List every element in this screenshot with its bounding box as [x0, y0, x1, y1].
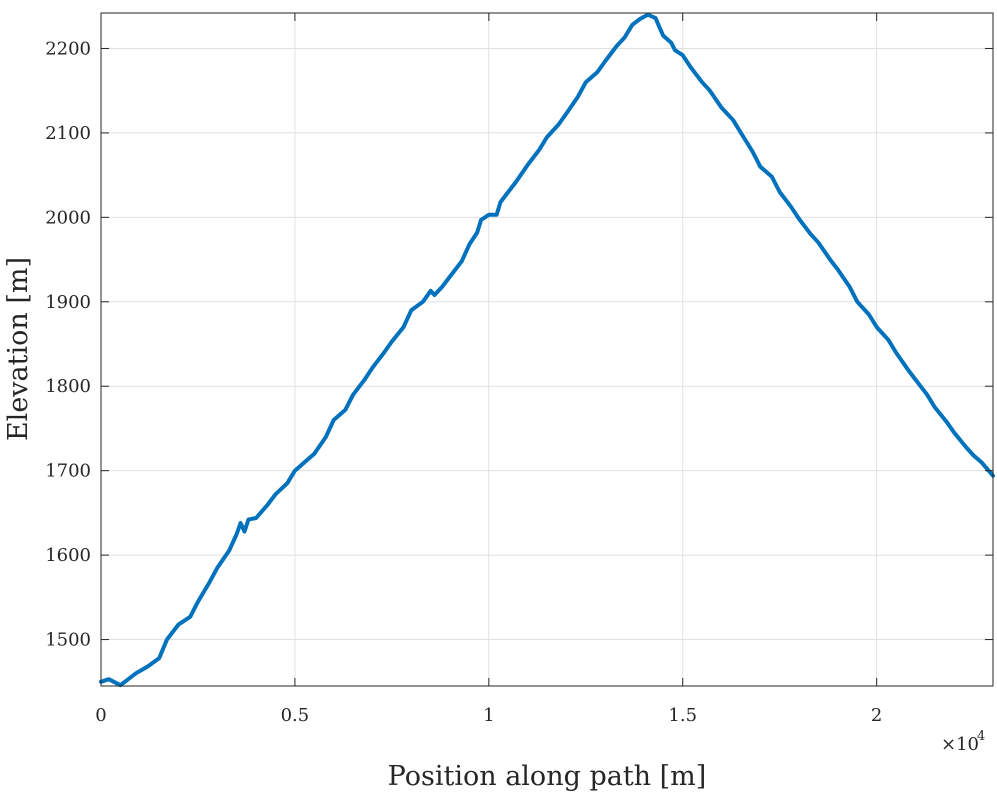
tick-layer: [100, 13, 993, 686]
y-tick-label: 1600: [45, 545, 91, 566]
frame-layer: [100, 12, 994, 687]
y-tick-label: 2100: [45, 123, 91, 144]
elevation-series-line: [99, 12, 995, 688]
y-tick-label: 1500: [45, 630, 91, 651]
y-tick-label: 1700: [45, 461, 91, 482]
x-tick-label: 1.5: [668, 705, 697, 726]
x-axis-exponent-label: ×10: [941, 734, 979, 755]
grid-layer: [101, 13, 993, 686]
line-layer: [99, 12, 995, 688]
label-layer: 0 0.5 1 1.5 2 1500 1600 1700 1800 1900 2000 2100 220…: [3, 38, 985, 792]
x-tick-label: 2: [871, 705, 882, 726]
y-tick-label: 2000: [45, 207, 91, 228]
x-axis-title: Position along path [m]: [388, 761, 707, 792]
axes-frame: [100, 12, 994, 687]
x-axis-exponent-power: 4: [977, 729, 985, 744]
y-tick-label: 1800: [45, 376, 91, 397]
x-tick-label: 0: [95, 705, 106, 726]
y-tick-label: 2200: [45, 38, 91, 59]
y-tick-label: 1900: [45, 292, 91, 313]
x-tick-label: 0.5: [281, 705, 310, 726]
x-tick-label: 1: [483, 705, 494, 726]
y-axis-title: Elevation [m]: [3, 257, 34, 441]
